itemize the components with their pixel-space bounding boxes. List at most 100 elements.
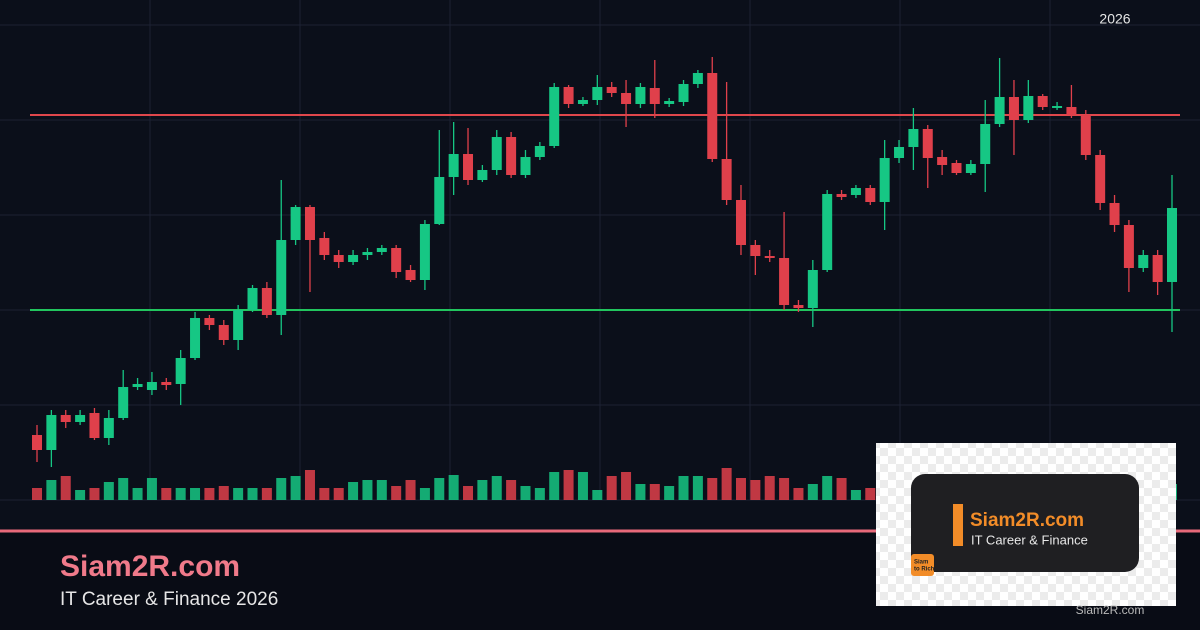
candle-body: [89, 413, 100, 438]
volume-bar: [549, 472, 560, 500]
volume-bar: [233, 488, 244, 500]
candle-body: [577, 100, 588, 104]
volume-bar: [822, 476, 833, 500]
candle-body: [1008, 97, 1019, 120]
volume-bar: [304, 470, 315, 500]
candle-body: [233, 310, 244, 340]
volume-bar: [376, 480, 387, 500]
volume-bar: [290, 476, 301, 500]
candle-body: [1066, 107, 1077, 115]
logo-text: to Rich: [914, 567, 935, 573]
volume-bar: [477, 480, 488, 500]
volume-bar: [419, 488, 430, 500]
candle-body: [491, 137, 502, 170]
volume-bar: [721, 468, 732, 500]
card-logo: [911, 554, 934, 576]
candle-body: [32, 435, 42, 450]
candle-body: [635, 87, 646, 104]
candle-body: [506, 137, 517, 175]
volume-bar: [276, 478, 287, 500]
volume-bar: [577, 472, 588, 500]
volume-bar: [491, 476, 502, 500]
candle-body: [1138, 255, 1149, 268]
volume-bar: [750, 480, 761, 500]
volume-bar: [692, 476, 703, 500]
candle-body: [822, 194, 833, 270]
candle-body: [46, 415, 57, 450]
volume-bar: [836, 478, 847, 500]
volume-bar: [103, 482, 114, 500]
candle-body: [664, 101, 675, 104]
year-label: 2026: [1099, 11, 1130, 27]
volume-bar: [649, 484, 660, 500]
candle-body: [922, 129, 933, 158]
candle-body: [448, 154, 459, 177]
candle-body: [1037, 96, 1048, 107]
candle-body: [621, 93, 632, 104]
candle-body: [290, 207, 301, 240]
volume-bar: [204, 488, 215, 500]
candle-body: [879, 158, 890, 202]
footer-subtitle: IT Career & Finance 2026: [60, 589, 278, 610]
candle-body: [807, 270, 818, 308]
candle-body: [146, 382, 157, 390]
volume-bar: [434, 478, 445, 500]
volume-bar: [850, 490, 861, 500]
candle-body: [419, 224, 430, 280]
candle-body: [534, 146, 545, 157]
volume-bar: [75, 490, 86, 500]
candle-body: [190, 318, 201, 358]
volume-bar: [261, 488, 272, 500]
volume-bar: [405, 480, 416, 500]
volume-bar: [779, 478, 790, 500]
candle-body: [994, 97, 1005, 124]
candle-body: [75, 415, 86, 422]
volume-bar: [32, 488, 42, 500]
candle-body: [520, 157, 531, 175]
candle-body: [894, 147, 905, 158]
volume-bar: [463, 486, 474, 500]
candle-body: [649, 88, 660, 104]
candle-body: [118, 387, 129, 418]
candle-body: [405, 270, 416, 280]
card-subtitle: IT Career & Finance: [971, 532, 1088, 547]
candle-body: [477, 170, 488, 180]
volume-bar: [735, 478, 746, 500]
candle-body: [850, 188, 861, 195]
volume-bar: [175, 488, 186, 500]
candle-body: [1095, 155, 1106, 203]
candle-body: [1080, 115, 1091, 155]
candle-body: [865, 188, 876, 202]
volume-bar: [118, 478, 129, 500]
candle-body: [937, 157, 948, 165]
candle-body: [161, 382, 172, 385]
candle-body: [549, 87, 560, 146]
candle-body: [965, 164, 976, 173]
card-title: Siam2R.com: [970, 510, 1084, 531]
volume-bar: [764, 476, 775, 500]
candle-body: [261, 288, 272, 315]
candle-body: [678, 84, 689, 102]
volume-bar: [362, 480, 373, 500]
volume-bar: [678, 476, 689, 500]
volume-bar: [664, 486, 675, 500]
logo-text: Siam: [914, 560, 928, 566]
volume-bar: [793, 488, 804, 500]
volume-bar: [520, 486, 531, 500]
candle-body: [463, 154, 474, 180]
candle-body: [1023, 96, 1034, 120]
candle-body: [319, 238, 330, 255]
candle-body: [707, 73, 718, 159]
volume-bar: [635, 484, 646, 500]
candle-body: [836, 194, 847, 197]
volume-bar: [534, 488, 545, 500]
volume-bar: [190, 488, 201, 500]
candle-body: [434, 177, 445, 224]
candle-body: [750, 245, 761, 256]
footer-title: Siam2R.com: [60, 550, 240, 583]
watermark: Siam2R.com: [1076, 603, 1145, 617]
volume-bar: [146, 478, 157, 500]
candle-body: [204, 318, 215, 325]
candle-body: [348, 255, 359, 262]
volume-bar: [707, 478, 718, 500]
